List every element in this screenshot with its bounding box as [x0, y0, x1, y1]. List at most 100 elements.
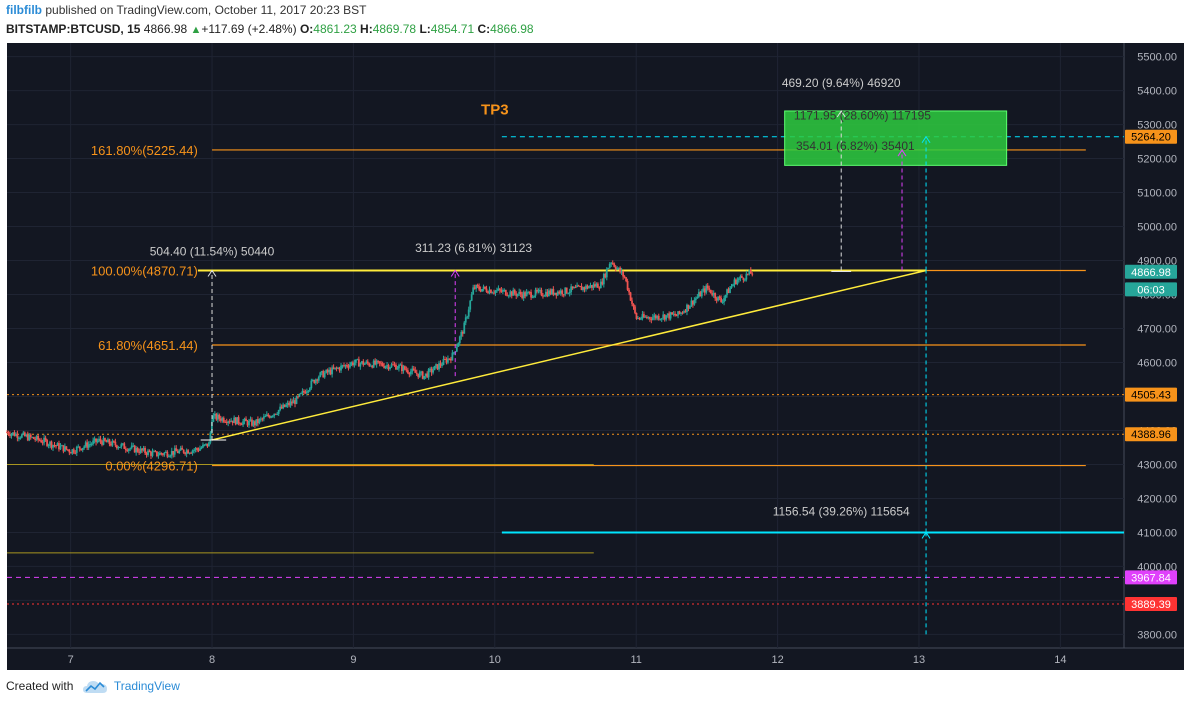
candle-body: [107, 439, 109, 443]
candle-body: [12, 432, 14, 434]
candle-body: [115, 445, 118, 449]
candle-body: [503, 289, 506, 291]
candle-body: [571, 286, 574, 289]
candle-body: [497, 288, 500, 291]
candle-body: [732, 284, 734, 287]
candle-body: [219, 418, 222, 421]
candle-body: [659, 318, 662, 320]
candle-body: [602, 273, 605, 285]
candle-body: [527, 291, 530, 293]
candle-body: [666, 313, 669, 316]
candle-body: [496, 290, 498, 292]
candle-body: [147, 450, 149, 455]
candle-body: [62, 445, 65, 452]
candle-body: [637, 317, 639, 319]
candle-body: [132, 445, 135, 447]
candle-body: [726, 289, 728, 295]
candle-body: [237, 417, 240, 424]
created-with-text: Created with: [6, 679, 74, 693]
candle-body: [405, 369, 408, 371]
y-tick-label: 5300.00: [1137, 120, 1177, 132]
last-price: 4866.98: [143, 22, 188, 36]
candle-body: [645, 316, 648, 318]
trendlines[interactable]: [197, 269, 927, 441]
candle-body: [267, 414, 270, 417]
candle-body: [393, 364, 396, 366]
candle-body: [464, 317, 467, 323]
time-axis[interactable]: [7, 648, 1184, 670]
candle-body: [190, 452, 192, 454]
candle-body: [206, 443, 209, 447]
candle-body: [543, 295, 546, 297]
candle-body: [583, 287, 586, 290]
candle-body: [65, 446, 68, 450]
candle-body: [420, 371, 423, 373]
candle-body: [311, 379, 314, 381]
candle-body: [104, 438, 106, 441]
author-username[interactable]: filbfilb: [6, 3, 42, 17]
candle-body: [264, 416, 267, 418]
arrow-head: [921, 135, 931, 144]
candle-body: [362, 361, 365, 365]
candle-body: [222, 417, 225, 422]
candle-body: [49, 441, 51, 446]
y-tick-label: 3800.00: [1137, 629, 1177, 641]
candle-body: [325, 369, 328, 373]
candle-body: [160, 452, 163, 454]
candle-body: [748, 270, 751, 275]
candle-body: [648, 317, 651, 319]
candle-body: [102, 438, 105, 445]
candle-body: [154, 451, 157, 453]
candle-body: [6, 432, 8, 434]
horizontal-lines[interactable]: [7, 136, 1124, 605]
x-tick-label: 9: [350, 654, 356, 666]
candle-body: [694, 298, 697, 300]
chart-annotation: 354.01 (6.82%) 35401: [796, 139, 915, 153]
y-tick-label: 5100.00: [1137, 188, 1177, 200]
candle-body: [588, 286, 590, 289]
open-value: 4861.23: [313, 22, 357, 36]
candle-body: [749, 270, 752, 274]
candle-body: [138, 451, 141, 453]
candle-body: [344, 365, 347, 367]
candle-body: [709, 289, 712, 294]
price-label-box: [1125, 282, 1177, 297]
candle-body: [29, 434, 32, 438]
candle-body: [460, 331, 463, 337]
candle-body: [542, 295, 544, 297]
tradingview-link[interactable]: TradingView: [113, 679, 180, 693]
candle-body: [628, 289, 630, 293]
candle-body: [533, 295, 535, 298]
y-tick-label: 4100.00: [1137, 527, 1177, 539]
candle-body: [530, 292, 532, 298]
symbol-header: BITSTAMP:BTCUSD, 15 4866.98 ▲+117.69 (+2…: [6, 22, 534, 36]
candle-body: [227, 421, 230, 423]
candle-body: [300, 393, 302, 395]
price-axis[interactable]: [1124, 43, 1184, 648]
candle-body: [594, 284, 596, 287]
candle-body: [41, 442, 44, 444]
publish-info: published on TradingView.com, October 11…: [45, 3, 367, 17]
candle-body: [209, 432, 212, 443]
y-tick-label: 5500.00: [1137, 52, 1177, 64]
candle-body: [721, 301, 724, 303]
target-zone-box[interactable]: [784, 110, 1008, 166]
candle-body: [512, 289, 515, 296]
chart-annotation: 1156.54 (39.26%) 115654: [773, 504, 910, 518]
candle-body: [736, 279, 739, 285]
candle-body: [334, 367, 337, 369]
candle-body: [553, 292, 556, 295]
candle-body: [579, 286, 581, 288]
candle-body: [303, 391, 305, 393]
candle-body: [665, 315, 668, 320]
candle-body: [605, 268, 608, 278]
candle-body: [124, 448, 127, 450]
candle-body: [329, 369, 332, 375]
high-value: 4869.78: [372, 22, 417, 36]
candle-body: [706, 285, 709, 289]
fib-retracement[interactable]: 161.80%(5225.44) 100.00%(4870.71) 61.80%(4…: [91, 143, 1086, 474]
price-labels: 5264.20 4866.98 06:03 4505.43 4388.96 3967.84…: [1125, 129, 1177, 612]
measure-arrows[interactable]: [200, 110, 931, 635]
candle-body: [205, 443, 207, 445]
